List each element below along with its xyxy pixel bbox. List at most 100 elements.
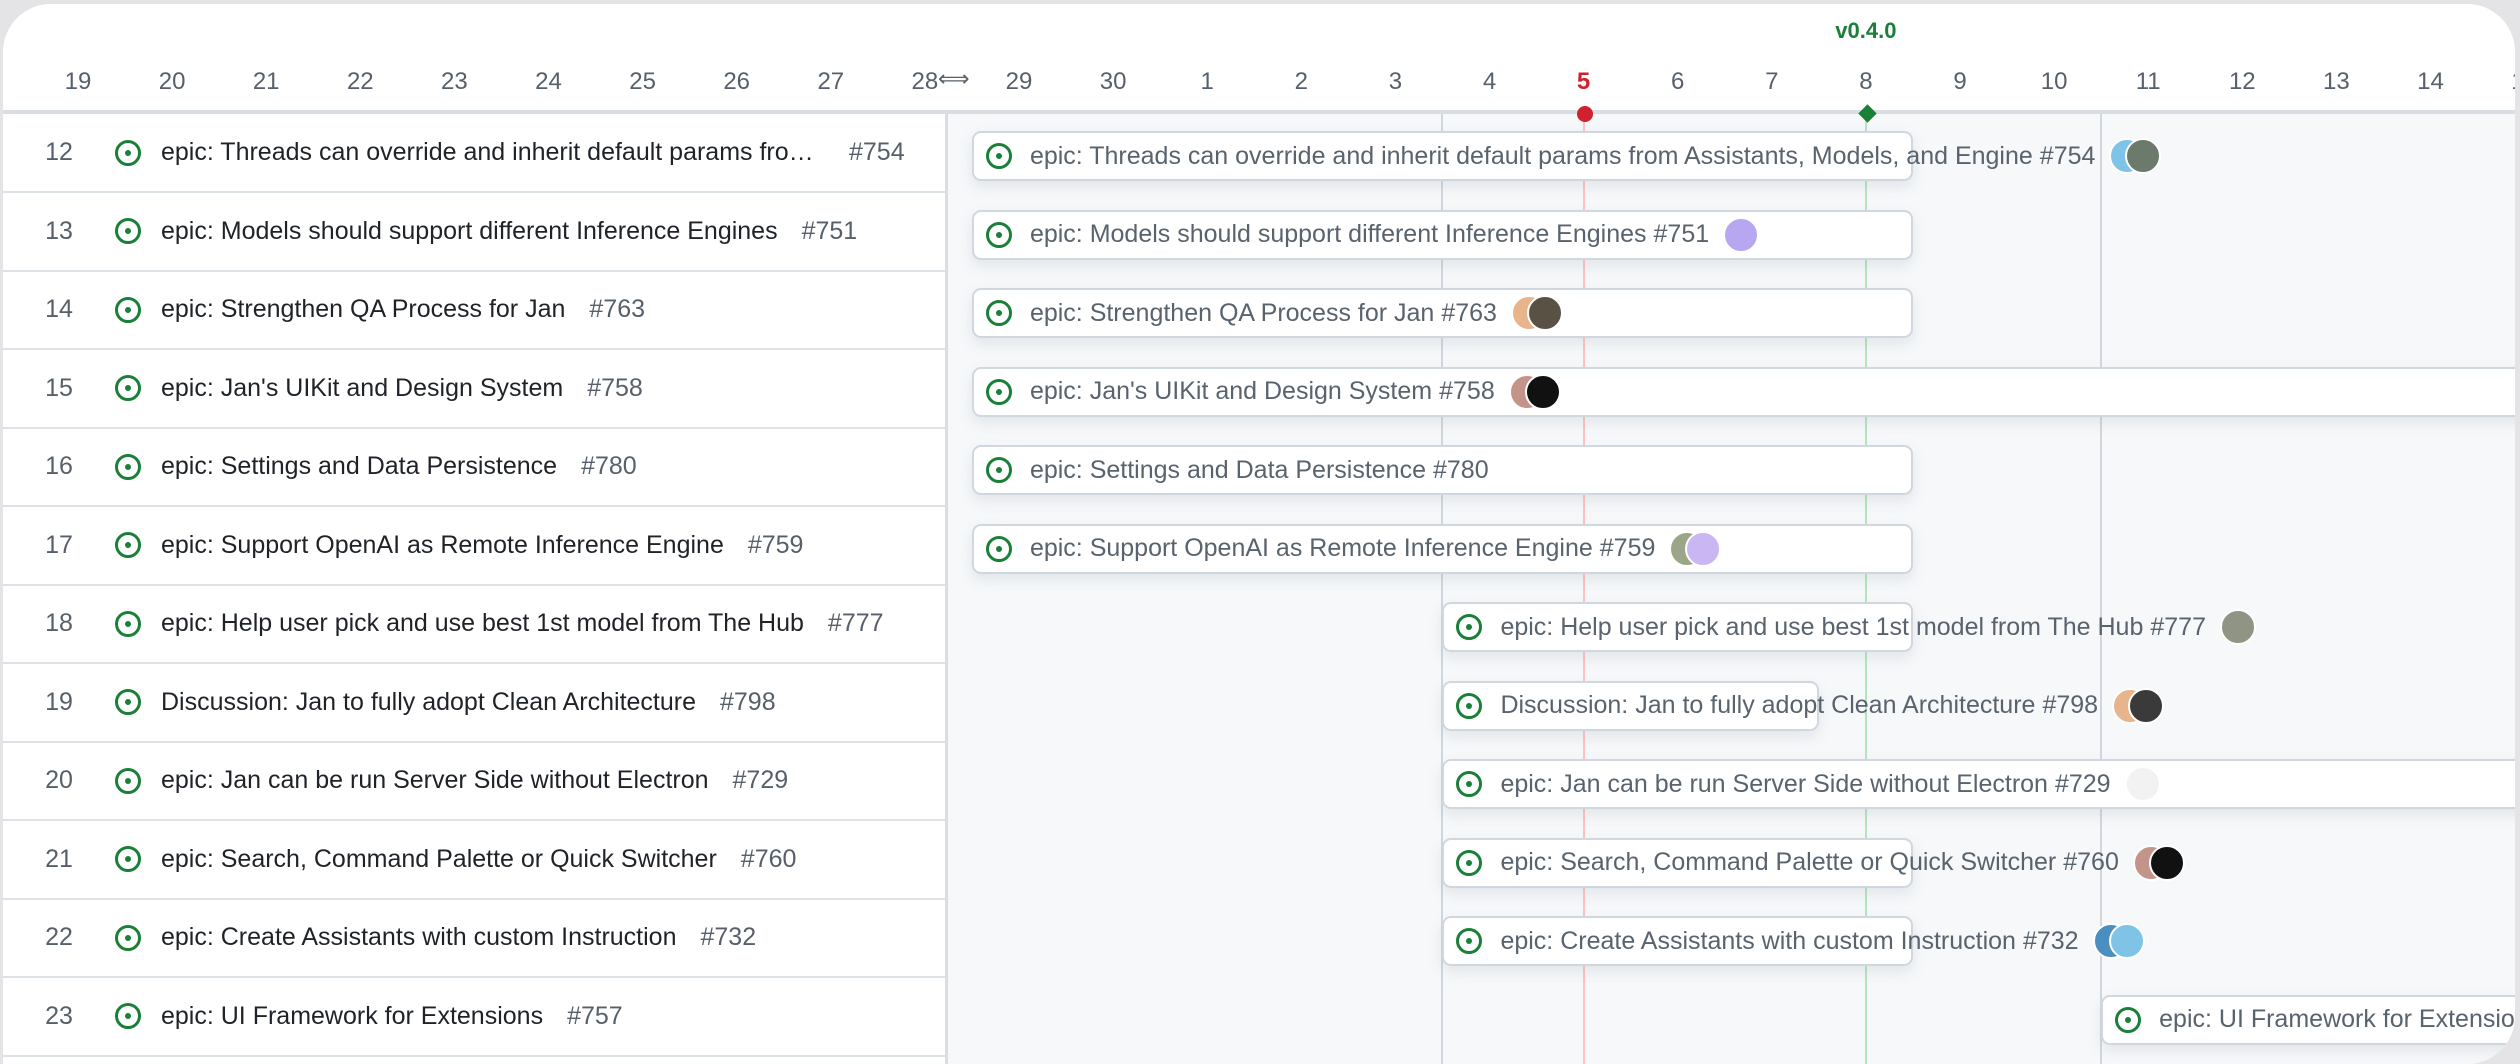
- avatar[interactable]: [2108, 923, 2145, 959]
- bar-issue-number: #759: [1599, 534, 1656, 562]
- roadmap-bar[interactable]: epic: Models should support different In…: [971, 209, 1913, 260]
- date-label-6: 6: [1671, 68, 1685, 95]
- open-issue-icon: [985, 378, 1012, 405]
- date-label-2: 2: [1294, 68, 1308, 95]
- avatar[interactable]: [2124, 766, 2161, 802]
- bar-content: epic: Search, Command Palette or Quick S…: [1456, 840, 2185, 886]
- date-header: v0.4.0 ⟺ 19 20 21 22 23 24 25 26 27 28 29 30 1 2 3 4 5 6 7…: [3, 4, 2515, 114]
- roadmap-bar[interactable]: epic: Support OpenAI as Remote Inference…: [971, 523, 1913, 574]
- avatar[interactable]: [1524, 373, 1561, 410]
- issue-number: #757: [567, 1001, 623, 1030]
- roadmap-bar[interactable]: epic: Threads can override and inherit d…: [971, 131, 2162, 181]
- roadmap-bar[interactable]: epic: Search, Command Palette or Quick S…: [1442, 837, 2185, 888]
- date-label-10: 10: [2040, 68, 2068, 95]
- table-row[interactable]: 14 epic: Strengthen QA Process for Jan #76…: [3, 271, 945, 350]
- issue-title-link[interactable]: epic: Models should support different In…: [161, 216, 778, 245]
- table-row[interactable]: 21 epic: Search, Command Palette or Quick…: [3, 821, 945, 900]
- table-row[interactable]: 20 epic: Jan can be run Server Side witho…: [3, 742, 945, 821]
- avatar[interactable]: [1685, 530, 1722, 567]
- week-gridline: [2100, 114, 2103, 1064]
- roadmap-bar[interactable]: epic: UI Framework for Extensions#757: [2101, 994, 2515, 1045]
- open-issue-icon: [1456, 849, 1483, 876]
- issue-title-link[interactable]: epic: Support OpenAI as Remote Inference…: [161, 530, 724, 559]
- open-issue-icon: [1456, 928, 1483, 954]
- open-issue-icon: [115, 532, 141, 558]
- bar-content: epic: Support OpenAI as Remote Inference…: [985, 526, 1722, 572]
- date-label-25: 25: [629, 68, 656, 95]
- row-number: 14: [45, 295, 73, 323]
- date-label-22: 22: [346, 68, 374, 95]
- bar-issue-number: #758: [1439, 377, 1495, 405]
- table-row[interactable]: 23 epic: UI Framework for Extensions #757: [3, 978, 945, 1057]
- bar-title[interactable]: epic: Threads can override and inherit d…: [1029, 141, 2033, 170]
- avatar[interactable]: [2219, 609, 2256, 645]
- roadmap-bar[interactable]: epic: Strengthen QA Process for Jan #763: [971, 288, 1913, 338]
- issue-title-link[interactable]: Discussion: Jan to fully adopt Clean Arc…: [161, 687, 696, 716]
- roadmap-bar[interactable]: epic: Create Assistants with custom Inst…: [1442, 916, 2145, 966]
- table-row[interactable]: 19 Discussion: Jan to fully adopt Clean A…: [3, 664, 945, 743]
- assignee-avatars: [2112, 687, 2165, 724]
- bar-content: epic: Threads can override and inherit d…: [985, 133, 2162, 179]
- bar-title[interactable]: epic: Jan's UIKit and Design System: [1029, 377, 1433, 405]
- issue-number: #759: [747, 530, 804, 559]
- date-label-14: 14: [2417, 68, 2444, 95]
- row-number: 20: [45, 766, 73, 794]
- bar-issue-number: #763: [1441, 298, 1497, 327]
- bar-title[interactable]: epic: Help user pick and use best 1st mo…: [1500, 612, 2144, 641]
- open-issue-icon: [985, 221, 1012, 248]
- table-row[interactable]: 17 epic: Support OpenAI as Remote Inferen…: [3, 507, 945, 586]
- date-label-23: 23: [441, 68, 468, 95]
- issue-title-link[interactable]: epic: Strengthen QA Process for Jan: [161, 295, 566, 323]
- table-row[interactable]: 12 epic: Threads can override and inherit…: [3, 114, 945, 193]
- issue-title-link[interactable]: epic: Create Assistants with custom Inst…: [161, 923, 677, 951]
- table-row[interactable]: 15 epic: Jan's UIKit and Design System #75…: [3, 350, 945, 429]
- date-label-28: 28: [911, 68, 939, 95]
- bar-title[interactable]: epic: UI Framework for Extensions: [2159, 1005, 2515, 1033]
- row-number: 16: [45, 452, 73, 480]
- avatar[interactable]: [1723, 216, 1760, 253]
- avatar[interactable]: [2125, 138, 2162, 174]
- avatar[interactable]: [1526, 295, 1563, 331]
- date-label-9: 9: [1953, 68, 1967, 95]
- milestone-label[interactable]: v0.4.0: [1835, 18, 1897, 43]
- bar-title[interactable]: epic: Strengthen QA Process for Jan: [1029, 298, 1435, 327]
- issue-title-link[interactable]: epic: Threads can override and inherit d…: [161, 138, 825, 166]
- table-row[interactable]: 13 epic: Models should support different …: [3, 193, 945, 272]
- bar-issue-number: #754: [2039, 141, 2096, 170]
- bar-title[interactable]: epic: Search, Command Palette or Quick S…: [1500, 848, 2057, 876]
- roadmap-bar[interactable]: Discussion: Jan to fully adopt Clean Arc…: [1442, 680, 2165, 731]
- issue-title-link[interactable]: epic: Help user pick and use best 1st mo…: [161, 609, 804, 637]
- avatar[interactable]: [2128, 687, 2165, 724]
- roadmap-bar[interactable]: epic: Settings and Data Persistence #780: [971, 445, 1913, 495]
- roadmap-view: epic: Threads can override and inherit d…: [3, 4, 2515, 1064]
- bar-title[interactable]: Discussion: Jan to fully adopt Clean Arc…: [1500, 691, 2036, 719]
- bar-title[interactable]: epic: Models should support different In…: [1029, 220, 1647, 248]
- bar-issue-number: #798: [2042, 691, 2099, 719]
- column-resize-handle[interactable]: ⟺: [938, 66, 970, 92]
- date-label-13: 13: [2323, 68, 2350, 95]
- bar-title[interactable]: epic: Create Assistants with custom Inst…: [1500, 926, 2016, 955]
- assignee-avatars: [1510, 295, 1563, 331]
- issue-title-link[interactable]: epic: Search, Command Palette or Quick S…: [161, 844, 717, 873]
- table-row[interactable]: 22 epic: Create Assistants with custom In…: [3, 899, 945, 978]
- roadmap-bar[interactable]: epic: Jan can be run Server Side without…: [1442, 759, 2515, 809]
- issue-title-link[interactable]: epic: Settings and Data Persistence: [161, 452, 558, 480]
- bar-title[interactable]: epic: Jan can be run Server Side without…: [1500, 769, 2048, 798]
- issue-title-link[interactable]: epic: Jan's UIKit and Design System: [161, 373, 564, 402]
- avatar[interactable]: [2148, 844, 2185, 881]
- assignee-avatars: [2132, 844, 2185, 881]
- open-issue-icon: [115, 689, 141, 715]
- row-number: 13: [45, 216, 73, 245]
- table-row[interactable]: 16 epic: Settings and Data Persistence #78…: [3, 428, 945, 507]
- issue-title-link[interactable]: epic: Jan can be run Server Side without…: [161, 766, 709, 794]
- roadmap-bar[interactable]: epic: Jan's UIKit and Design System #758: [971, 366, 2515, 417]
- bar-title[interactable]: epic: Support OpenAI as Remote Inference…: [1029, 534, 1593, 562]
- roadmap-bar[interactable]: epic: Help user pick and use best 1st mo…: [1442, 602, 2256, 652]
- date-label-1: 1: [1200, 68, 1214, 95]
- issue-title-link[interactable]: epic: UI Framework for Extensions: [161, 1001, 544, 1030]
- assignee-avatars: [1669, 530, 1722, 567]
- bar-title[interactable]: epic: Settings and Data Persistence: [1029, 455, 1426, 484]
- date-label-8: 8: [1859, 68, 1873, 95]
- open-issue-icon: [1456, 614, 1483, 640]
- table-row[interactable]: 18 epic: Help user pick and use best 1st …: [3, 585, 945, 664]
